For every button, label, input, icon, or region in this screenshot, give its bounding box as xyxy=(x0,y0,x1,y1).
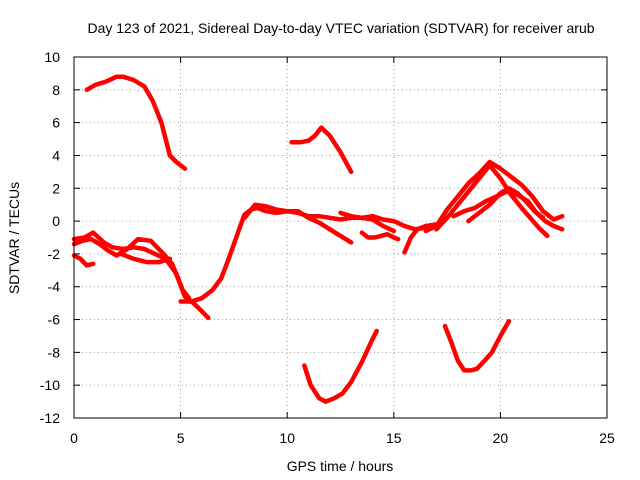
series-line-2 xyxy=(289,125,354,175)
series-line-7 xyxy=(71,253,96,268)
x-tick-label: 0 xyxy=(70,430,78,446)
y-tick-label: 6 xyxy=(52,115,60,131)
x-axis-title: GPS time / hours xyxy=(287,458,394,474)
grid xyxy=(74,57,607,418)
y-tick-label: -10 xyxy=(40,377,60,393)
y-tick-labels: -12 -10 -8 -6 -4 -2 0 2 4 6 8 10 xyxy=(40,49,60,426)
series-line-9 xyxy=(178,205,311,304)
series-line-14 xyxy=(402,222,439,255)
x-tick-label: 25 xyxy=(599,430,615,446)
y-tick-label: -12 xyxy=(40,410,60,426)
series-line-18 xyxy=(466,186,546,224)
series-line-4 xyxy=(442,318,512,373)
x-tick-labels: 0 5 10 15 20 25 xyxy=(70,430,615,446)
y-tick-label: 10 xyxy=(44,49,60,65)
series-line-12 xyxy=(338,210,397,234)
y-tick-label: 2 xyxy=(52,180,60,196)
series-line-8 xyxy=(118,251,173,265)
axis-ticks xyxy=(73,56,608,419)
series-line-1 xyxy=(84,74,188,171)
y-tick-label: -2 xyxy=(48,246,61,262)
y-tick-label: -6 xyxy=(48,312,61,328)
x-tick-label: 20 xyxy=(493,430,509,446)
series-line-6 xyxy=(71,236,192,301)
series-line-5 xyxy=(71,230,211,321)
x-tick-label: 15 xyxy=(386,430,402,446)
series-line-13 xyxy=(359,230,401,242)
series-line-15 xyxy=(423,159,565,234)
plot-frame xyxy=(73,56,608,419)
series-line-10 xyxy=(242,202,354,245)
series-line-3 xyxy=(302,328,379,404)
y-axis-title: SDTVAR / TECUs xyxy=(6,182,22,294)
series-line-16 xyxy=(434,163,550,239)
x-tick-label: 10 xyxy=(279,430,295,446)
series-group xyxy=(71,74,565,404)
y-tick-label: -4 xyxy=(48,279,61,295)
chart-title: Day 123 of 2021, Sidereal Day-to-day VTE… xyxy=(87,20,594,36)
y-tick-label: 4 xyxy=(52,147,60,163)
x-tick-label: 5 xyxy=(177,430,185,446)
y-tick-label: -8 xyxy=(48,344,61,360)
y-tick-label: 8 xyxy=(52,82,60,98)
series-line-17 xyxy=(451,189,565,232)
y-tick-label: 0 xyxy=(52,213,60,229)
